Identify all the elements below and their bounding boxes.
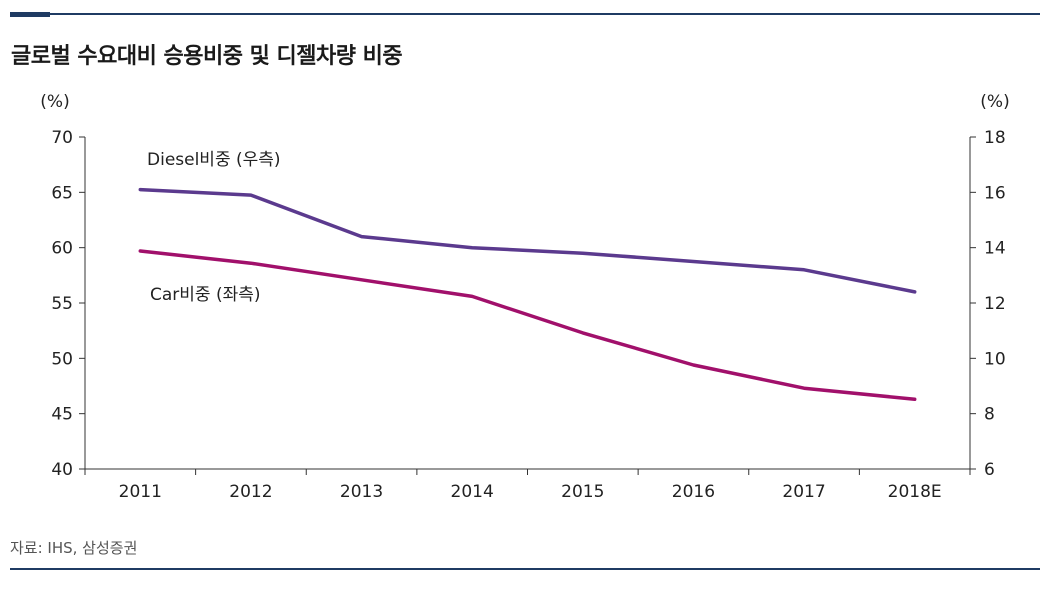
axes: 40 45 50 55 60 65 70 6 8 10 12 14 16 18 (%) (%) 2011 2012… xyxy=(40,92,1009,502)
left-tick-label: 60 xyxy=(51,239,73,259)
chart-title: 글로벌 수요대비 승용비중 및 디젤차량 비중 xyxy=(11,44,403,69)
left-tick-label: 55 xyxy=(51,294,73,314)
series-layer xyxy=(138,187,917,402)
left-tick-label: 50 xyxy=(51,349,73,369)
x-tick-label: 2016 xyxy=(672,482,715,502)
right-tick-label: 16 xyxy=(984,183,1006,203)
car-series-line xyxy=(138,249,917,402)
x-tick-label: 2012 xyxy=(229,482,272,502)
left-tick-label: 70 xyxy=(51,128,73,148)
source-note: 자료: IHS, 삼성증권 xyxy=(10,539,138,557)
top-rule xyxy=(10,13,1040,15)
right-tick-label: 10 xyxy=(984,349,1006,369)
x-tick-label: 2013 xyxy=(340,482,383,502)
x-tick-label: 2011 xyxy=(119,482,162,502)
x-tick-label: 2017 xyxy=(782,482,825,502)
diesel-series-line xyxy=(138,187,917,294)
right-axis-unit: (%) xyxy=(980,92,1009,112)
x-tick-label: 2015 xyxy=(561,482,604,502)
left-axis-unit: (%) xyxy=(40,92,69,112)
series-labels: Diesel비중 (우측) Car비중 (좌측) xyxy=(147,150,281,305)
right-tick-label: 12 xyxy=(984,294,1006,314)
right-tick-label: 18 xyxy=(984,128,1006,148)
right-tick-label: 8 xyxy=(984,405,995,425)
diesel-series-label: Diesel비중 (우측) xyxy=(147,150,281,170)
left-tick-label: 45 xyxy=(51,405,73,425)
right-tick-label: 14 xyxy=(984,239,1006,259)
bottom-rule xyxy=(10,568,1040,570)
right-tick-label: 6 xyxy=(984,460,995,480)
left-tick-label: 65 xyxy=(51,183,73,203)
x-tick-label: 2014 xyxy=(451,482,494,502)
car-series-label: Car비중 (좌측) xyxy=(150,285,261,305)
x-tick-label: 2018E xyxy=(888,482,942,502)
left-tick-label: 40 xyxy=(51,460,73,480)
